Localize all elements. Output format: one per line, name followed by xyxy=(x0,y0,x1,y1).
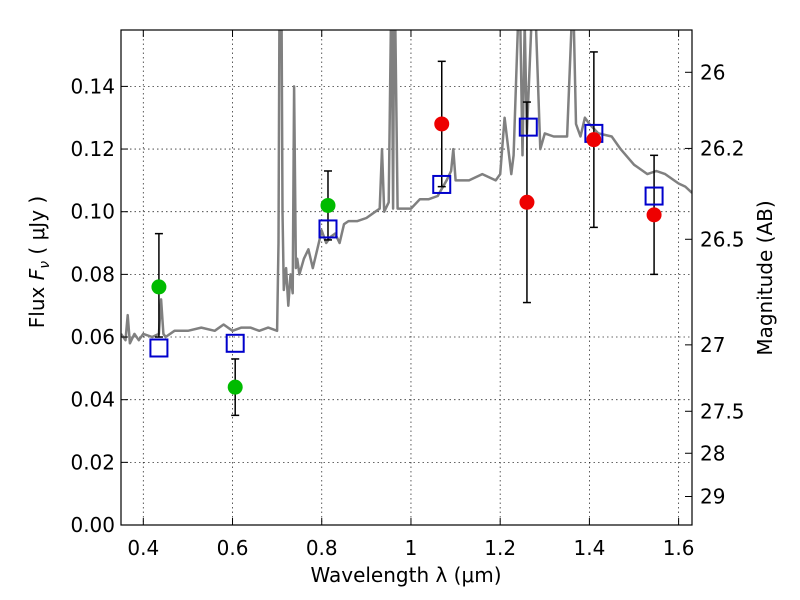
data-point xyxy=(434,116,450,132)
x-tick-label: 0.8 xyxy=(306,536,338,560)
x-tick-label: 0.6 xyxy=(217,536,249,560)
y-tick-label: 0.10 xyxy=(70,200,115,224)
data-point xyxy=(646,207,662,223)
tick-layer: 0.4 0.6 0.8 1 1.2 1.4 1.6 0.00 0.02 0.04 0.06 0.08 0… xyxy=(70,30,745,560)
data-point xyxy=(320,197,336,213)
x-tick-label: 1 xyxy=(405,536,418,560)
points-layer xyxy=(149,51,664,417)
y-right-tick-label: 26.2 xyxy=(700,136,745,160)
x-tick-label: 1.2 xyxy=(484,536,516,560)
model-square-point xyxy=(644,186,664,206)
y-tick-label: 0.04 xyxy=(70,388,115,412)
plot-frame xyxy=(120,29,693,526)
y-tick-label: 0.08 xyxy=(70,262,115,286)
model-square-point xyxy=(518,117,538,137)
data-point xyxy=(151,279,167,295)
y-right-tick-label: 26.5 xyxy=(700,227,745,251)
y-axis-label: Flux Fν ( μJy ) xyxy=(25,196,53,328)
spectrum-line xyxy=(121,30,692,345)
grid-layer xyxy=(121,30,692,526)
y-tick-label: 0.06 xyxy=(70,325,115,349)
model-square-point xyxy=(432,174,452,194)
x-axis-label: Wavelength λ (μm) xyxy=(310,563,501,587)
model-square-point xyxy=(225,333,245,353)
model-square-point xyxy=(149,338,169,358)
y-right-tick-label: 27 xyxy=(700,333,725,357)
y-tick-label: 0.02 xyxy=(70,450,115,474)
model-square-point xyxy=(318,219,338,239)
x-tick-label: 0.4 xyxy=(127,536,159,560)
y-tick-label: 0.00 xyxy=(70,513,115,537)
y-right-tick-label: 26 xyxy=(700,60,725,84)
y-right-tick-label: 28 xyxy=(700,441,725,465)
y-right-tick-label: 27.5 xyxy=(700,399,745,423)
x-tick-label: 1.6 xyxy=(663,536,695,560)
spectrum-layer xyxy=(121,30,692,345)
y-tick-label: 0.14 xyxy=(70,74,115,98)
y-tick-label: 0.12 xyxy=(70,137,115,161)
data-point xyxy=(227,379,243,395)
y-right-axis-label: Magnitude (AB) xyxy=(753,200,777,355)
data-point xyxy=(519,194,535,210)
x-tick-label: 1.4 xyxy=(573,536,605,560)
y-right-tick-label: 29 xyxy=(700,484,725,508)
data-point xyxy=(586,132,602,148)
